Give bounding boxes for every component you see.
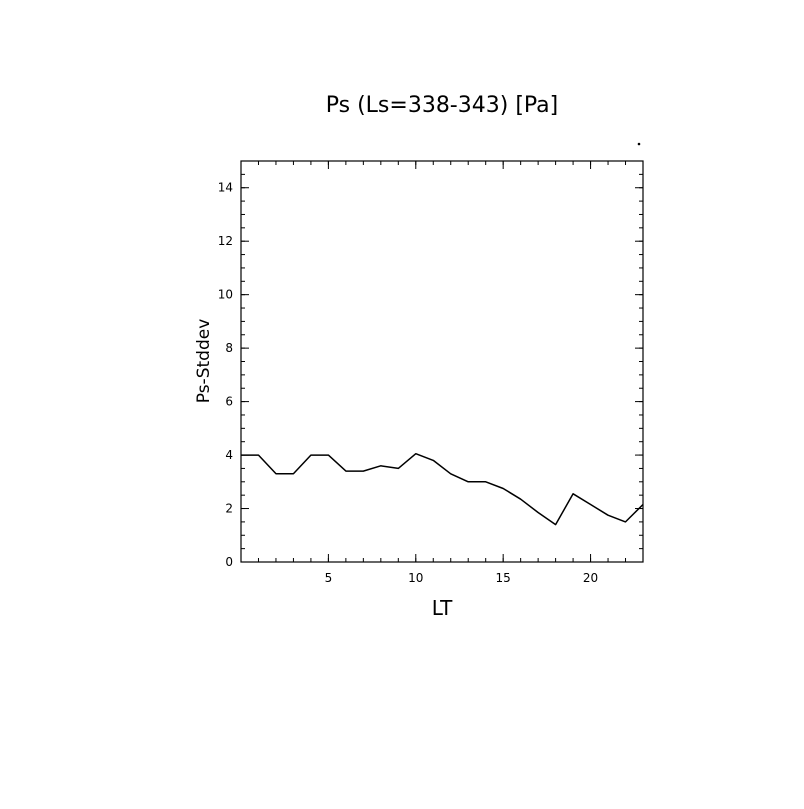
x-axis-label: LT	[432, 596, 453, 620]
y-tick-label: 8	[225, 341, 233, 355]
chart-title: Ps (Ls=338-343) [Pa]	[326, 93, 559, 118]
x-tick-label: 10	[408, 571, 423, 585]
y-tick-label: 6	[225, 395, 233, 409]
x-tick-label: 5	[325, 571, 333, 585]
y-tick-label: 0	[225, 555, 233, 569]
y-tick-label: 12	[218, 234, 233, 248]
x-tick-label: 15	[496, 571, 511, 585]
y-tick-label: 2	[225, 502, 233, 516]
y-tick-label: 4	[225, 448, 233, 462]
corner-dot-mark	[638, 143, 641, 146]
x-tick-label: 20	[583, 571, 598, 585]
y-tick-label: 10	[218, 288, 233, 302]
y-axis-label: Ps-Stddev	[194, 319, 214, 404]
y-tick-label: 14	[218, 181, 233, 195]
